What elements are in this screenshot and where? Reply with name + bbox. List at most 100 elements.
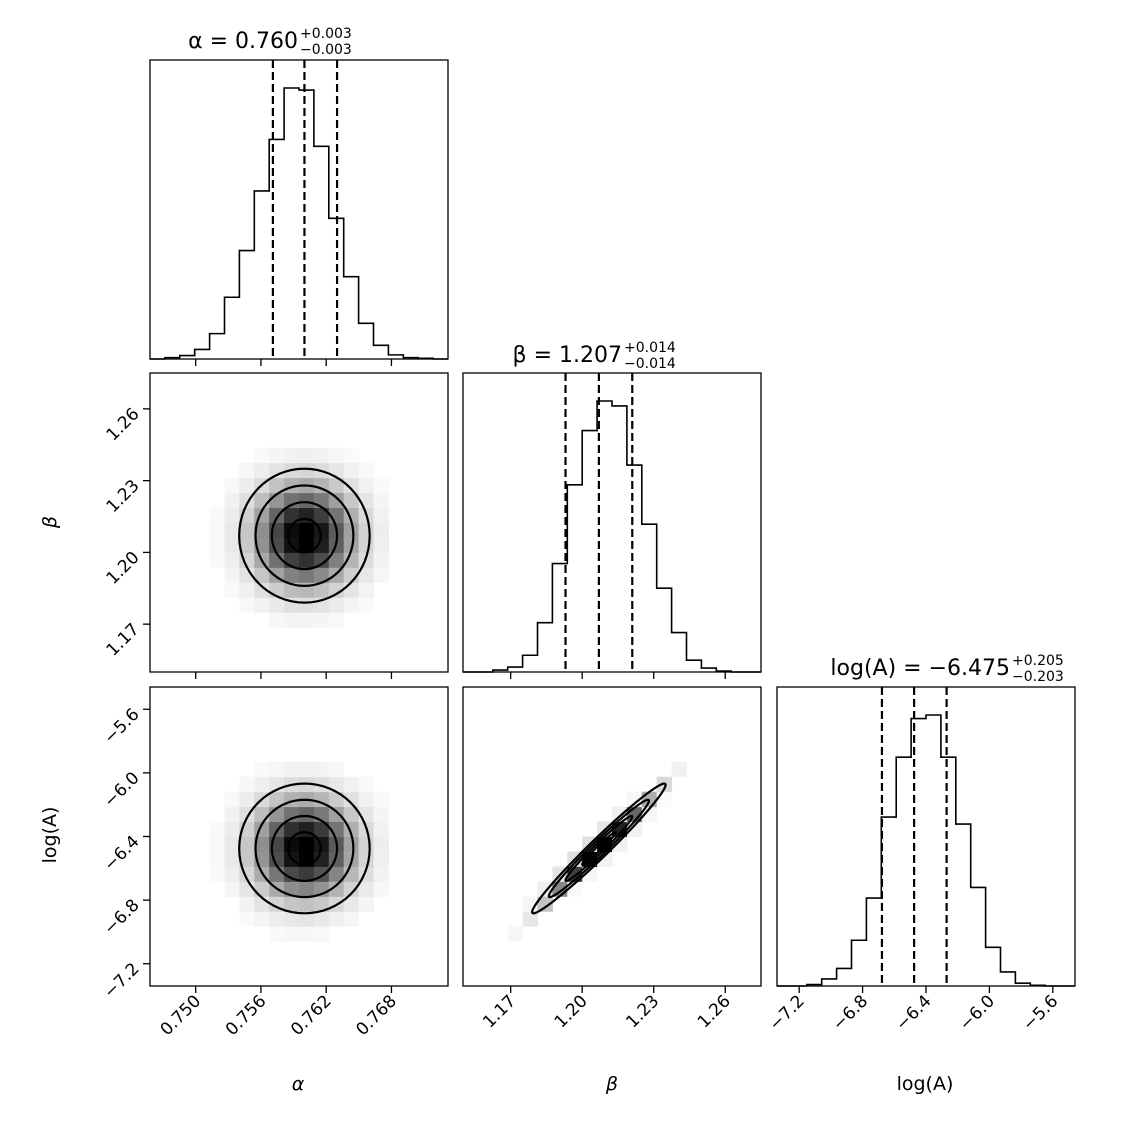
density-cell (239, 776, 255, 793)
density-cell (254, 492, 270, 509)
density-cell (224, 492, 240, 509)
density-cell (313, 791, 330, 808)
density-cell (284, 582, 300, 598)
density-cell (328, 597, 345, 613)
density-cell (313, 761, 330, 778)
title-alpha-main: α = 0.760 (188, 29, 298, 54)
density-cell (328, 761, 345, 778)
density-cell (299, 462, 315, 479)
density-cell (343, 881, 360, 897)
density-cell (224, 806, 240, 823)
density-cell (254, 522, 270, 538)
density-cell (328, 462, 345, 479)
density-cell (209, 537, 225, 553)
y-tick-label-beta: 1.17 (103, 620, 144, 661)
density-cell (284, 896, 300, 912)
density-cell (224, 582, 240, 598)
density-cell (239, 911, 255, 927)
density-cell (313, 911, 330, 927)
density-cell (328, 447, 345, 464)
density-cell (343, 911, 360, 927)
density-cell (269, 612, 285, 628)
density-cell (671, 761, 687, 778)
hist-panel-alpha (149, 59, 449, 360)
density-cell (373, 537, 389, 553)
x-tick-label-alpha: 0.762 (287, 991, 336, 1040)
density-cell (299, 552, 315, 568)
density-cell (373, 866, 389, 882)
x-tick-label-logA: −6.0 (956, 991, 999, 1034)
density-cell (239, 851, 255, 867)
contour-1 (270, 501, 339, 571)
density-cell (313, 507, 330, 523)
density-cell (239, 537, 255, 553)
density-cell (284, 507, 300, 523)
density-cell (284, 761, 300, 778)
contour-1 (270, 814, 339, 882)
density-cell (373, 806, 389, 823)
density-cell (284, 612, 300, 628)
title-loga-main: log(A) = −6.475 (830, 656, 1010, 681)
density-cell (254, 761, 270, 778)
density-cell (239, 582, 255, 598)
density-cell (313, 821, 330, 837)
density-cell (239, 462, 255, 479)
density-cell (358, 567, 374, 583)
x-axis-label-alpha: α (292, 1073, 305, 1095)
density-cell (254, 447, 270, 464)
density-cell (328, 582, 345, 598)
density-cell (328, 552, 345, 568)
density-cell (224, 477, 240, 494)
density-cell (224, 507, 240, 523)
density-cell (284, 881, 300, 897)
density-cell (343, 836, 360, 852)
density-cell (343, 806, 360, 823)
density-cell (224, 821, 240, 837)
density-cell (269, 791, 285, 808)
y-tick-label-beta: 1.23 (103, 476, 144, 517)
density-cell (254, 462, 270, 479)
density-cell (313, 896, 330, 912)
density-cell (254, 911, 270, 927)
density-cell (284, 926, 300, 942)
density-cell (328, 806, 345, 823)
contour-3 (531, 782, 667, 915)
density-cell (373, 477, 389, 494)
density-cell (209, 836, 225, 852)
density-cell (313, 612, 330, 628)
title-beta: β = 1.207 +0.014 −0.014 (513, 340, 676, 372)
density-cell (299, 522, 315, 538)
contour-0 (287, 517, 322, 554)
density-cell (373, 821, 389, 837)
y-tick-label-beta: 1.20 (103, 548, 144, 589)
density-cell (343, 776, 360, 793)
density-cell (313, 567, 330, 583)
density-cell (373, 507, 389, 523)
density-cell (343, 791, 360, 808)
density-cell (209, 552, 225, 568)
density-cell (269, 552, 285, 568)
density-cell (254, 582, 270, 598)
density-cell (656, 791, 673, 808)
density-cell (299, 761, 315, 778)
density-cell (358, 851, 374, 867)
title-beta-main: β = 1.207 (513, 343, 622, 368)
density-cell (284, 911, 300, 927)
density-cell (328, 612, 345, 628)
density-cell (358, 477, 374, 494)
density-cell (299, 911, 315, 927)
density-cell (343, 477, 360, 494)
density-cell (269, 597, 285, 613)
density-cell (269, 926, 285, 942)
density-cell (239, 791, 255, 808)
density-cell (343, 522, 360, 538)
density-cell (239, 567, 255, 583)
joint-panel-alpha-logA (149, 686, 449, 987)
y-tick-label-logA: −6.8 (100, 896, 143, 939)
density-cell (284, 447, 300, 464)
density-cell (224, 866, 240, 882)
density-cell (373, 881, 389, 897)
density-cell (358, 462, 374, 479)
density-cell (328, 477, 345, 494)
x-tick-label-logA: −5.6 (1019, 991, 1062, 1034)
